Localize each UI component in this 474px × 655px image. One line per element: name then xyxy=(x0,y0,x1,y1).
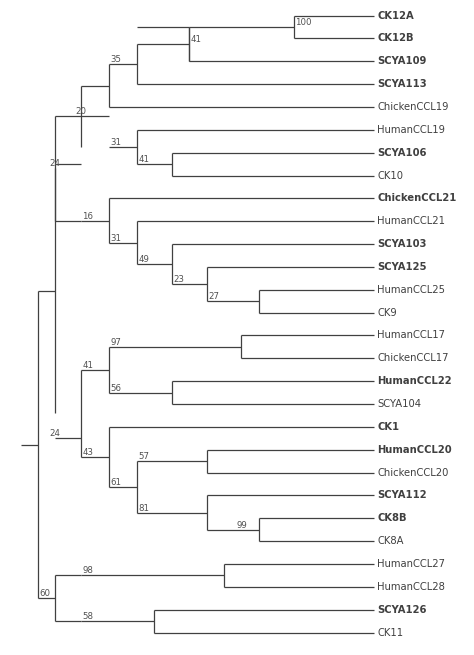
Text: CK10: CK10 xyxy=(377,170,403,181)
Text: 98: 98 xyxy=(82,567,93,576)
Text: 31: 31 xyxy=(110,138,121,147)
Text: 43: 43 xyxy=(82,448,93,457)
Text: 97: 97 xyxy=(110,338,121,347)
Text: CK1: CK1 xyxy=(377,422,400,432)
Text: 100: 100 xyxy=(295,18,312,27)
Text: 57: 57 xyxy=(138,452,149,461)
Text: HumanCCL17: HumanCCL17 xyxy=(377,331,446,341)
Text: 41: 41 xyxy=(138,155,149,164)
Text: SCYA104: SCYA104 xyxy=(377,399,421,409)
Text: 16: 16 xyxy=(82,212,93,221)
Text: HumanCCL20: HumanCCL20 xyxy=(377,445,452,455)
Text: 31: 31 xyxy=(110,234,121,242)
Text: 35: 35 xyxy=(110,55,121,64)
Text: SCYA103: SCYA103 xyxy=(377,239,427,249)
Text: CK12A: CK12A xyxy=(377,10,414,20)
Text: CK8B: CK8B xyxy=(377,514,407,523)
Text: SCYA106: SCYA106 xyxy=(377,147,427,158)
Text: 49: 49 xyxy=(138,255,149,264)
Text: 58: 58 xyxy=(82,612,93,621)
Text: 24: 24 xyxy=(49,429,61,438)
Text: 23: 23 xyxy=(173,275,184,284)
Text: ChickenCCL21: ChickenCCL21 xyxy=(377,193,457,204)
Text: 24: 24 xyxy=(49,159,61,168)
Text: 61: 61 xyxy=(110,478,121,487)
Text: ChickenCCL17: ChickenCCL17 xyxy=(377,353,449,364)
Text: CK8A: CK8A xyxy=(377,536,404,546)
Text: CK9: CK9 xyxy=(377,308,397,318)
Text: SCYA109: SCYA109 xyxy=(377,56,427,66)
Text: HumanCCL28: HumanCCL28 xyxy=(377,582,446,592)
Text: SCYA112: SCYA112 xyxy=(377,491,427,500)
Text: 81: 81 xyxy=(138,504,149,513)
Text: 56: 56 xyxy=(110,384,121,392)
Text: CK11: CK11 xyxy=(377,627,403,637)
Text: HumanCCL21: HumanCCL21 xyxy=(377,216,446,226)
Text: SCYA125: SCYA125 xyxy=(377,262,427,272)
Text: 99: 99 xyxy=(236,521,247,530)
Text: SCYA113: SCYA113 xyxy=(377,79,427,89)
Text: 27: 27 xyxy=(208,292,219,301)
Text: HumanCCL27: HumanCCL27 xyxy=(377,559,446,569)
Text: HumanCCL22: HumanCCL22 xyxy=(377,376,452,386)
Text: ChickenCCL19: ChickenCCL19 xyxy=(377,102,449,112)
Text: CK12B: CK12B xyxy=(377,33,414,43)
Text: SCYA126: SCYA126 xyxy=(377,605,427,614)
Text: 60: 60 xyxy=(39,590,50,598)
Text: 20: 20 xyxy=(76,107,87,117)
Text: 41: 41 xyxy=(191,35,201,44)
Text: 41: 41 xyxy=(82,361,93,370)
Text: ChickenCCL20: ChickenCCL20 xyxy=(377,468,449,477)
Text: HumanCCL19: HumanCCL19 xyxy=(377,125,446,135)
Text: HumanCCL25: HumanCCL25 xyxy=(377,285,446,295)
